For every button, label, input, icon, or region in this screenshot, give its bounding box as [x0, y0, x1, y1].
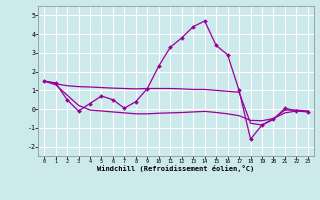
X-axis label: Windchill (Refroidissement éolien,°C): Windchill (Refroidissement éolien,°C)	[97, 165, 255, 172]
